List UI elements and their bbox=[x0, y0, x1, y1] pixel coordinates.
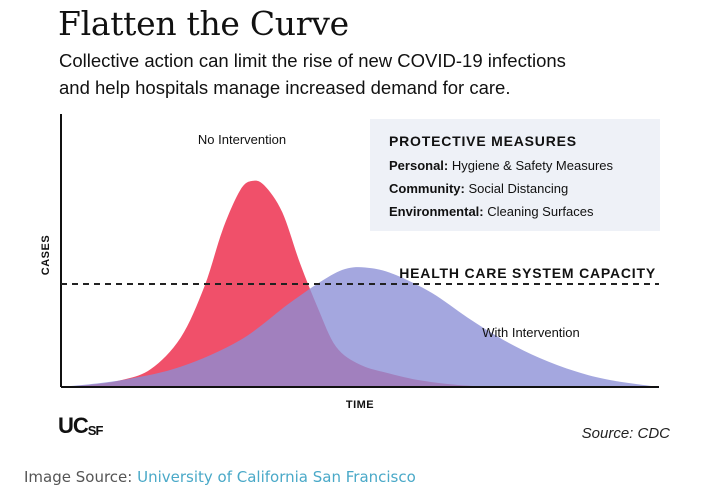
legend-item-community: Community: Social Distancing bbox=[389, 181, 568, 196]
annotation-no-intervention: No Intervention bbox=[198, 132, 286, 147]
x-axis-label: TIME bbox=[346, 399, 374, 411]
annotation-with-intervention: With Intervention bbox=[482, 325, 580, 340]
subtitle-line-1: Collective action can limit the rise of … bbox=[59, 50, 566, 71]
legend-item-personal: Personal: Hygiene & Safety Measures bbox=[389, 158, 614, 173]
subtitle-line-2: and help hospitals manage increased dema… bbox=[59, 77, 511, 98]
legend-key-community: Community: bbox=[389, 181, 465, 196]
caption-label: Image Source: bbox=[24, 468, 138, 486]
legend-key-environmental: Environmental: bbox=[389, 204, 484, 219]
legend-title: PROTECTIVE MEASURES bbox=[389, 133, 577, 149]
legend-item-environmental: Environmental: Cleaning Surfaces bbox=[389, 204, 594, 219]
legend-box: PROTECTIVE MEASURES Personal: Hygiene & … bbox=[370, 119, 660, 231]
flatten-curve-chart: HEALTH CARE SYSTEM CAPACITY No Intervent… bbox=[40, 114, 660, 411]
legend-value-environmental: Cleaning Surfaces bbox=[487, 204, 594, 219]
capacity-label: HEALTH CARE SYSTEM CAPACITY bbox=[399, 265, 656, 281]
source-note: Source: CDC bbox=[581, 425, 670, 442]
subtitle: Collective action can limit the rise of … bbox=[59, 47, 659, 101]
page-title: Flatten the Curve bbox=[58, 4, 349, 43]
ucsf-logo: UCSF bbox=[58, 413, 103, 438]
infographic-card: Flatten the Curve Collective action can … bbox=[28, 0, 680, 458]
caption-source-link[interactable]: University of California San Francisco bbox=[137, 468, 416, 486]
legend-key-personal: Personal: bbox=[389, 158, 448, 173]
legend-value-community: Social Distancing bbox=[468, 181, 568, 196]
series-area-with-intervention bbox=[61, 267, 659, 387]
legend-value-personal: Hygiene & Safety Measures bbox=[452, 158, 614, 173]
y-axis-label: CASES bbox=[40, 235, 52, 275]
series-area-no-intervention bbox=[61, 180, 492, 387]
series-areas bbox=[61, 180, 659, 387]
legend-background bbox=[370, 119, 660, 231]
image-caption: Image Source: University of California S… bbox=[24, 468, 416, 486]
